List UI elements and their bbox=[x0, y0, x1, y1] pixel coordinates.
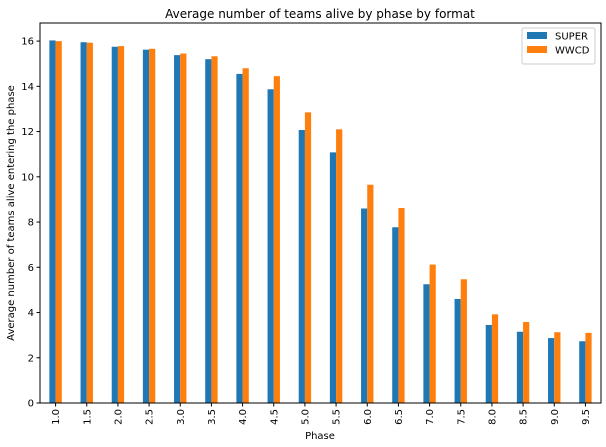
bar-wwcd-5-0 bbox=[304, 112, 312, 403]
bar-wwcd-3-5 bbox=[211, 56, 218, 403]
bar-super-7-5 bbox=[454, 298, 461, 403]
x-tick-label: 8.0 bbox=[487, 409, 498, 425]
y-axis-label: Average number of teams alive entering t… bbox=[6, 85, 17, 341]
y-tick-label: 8 bbox=[28, 218, 34, 229]
x-tick-label: 3.0 bbox=[176, 409, 187, 425]
bar-wwcd-4-5 bbox=[273, 76, 280, 404]
bar-wwcd-1-5 bbox=[86, 42, 93, 404]
y-tick-label: 16 bbox=[21, 37, 34, 48]
bar-wwcd-1-0 bbox=[55, 41, 62, 403]
bar-super-4-0 bbox=[236, 73, 243, 403]
x-tick-label: 2.5 bbox=[145, 409, 156, 425]
legend-label-super: SUPER bbox=[555, 32, 588, 43]
x-axis-label: Phase bbox=[305, 431, 335, 442]
bar-super-1-0 bbox=[49, 40, 56, 404]
x-tick-label: 5.5 bbox=[332, 409, 343, 425]
bar-super-5-5 bbox=[329, 152, 337, 403]
bar-super-7-0 bbox=[423, 284, 430, 403]
bar-wwcd-2-5 bbox=[149, 48, 156, 403]
y-tick-label: 12 bbox=[21, 127, 34, 138]
x-tick-label: 6.5 bbox=[394, 409, 405, 425]
bar-super-6-5 bbox=[392, 227, 399, 403]
y-tick-label: 4 bbox=[28, 308, 34, 319]
x-tick-label: 4.0 bbox=[238, 409, 249, 425]
bar-super-5-0 bbox=[298, 129, 305, 404]
y-tick-label: 2 bbox=[28, 353, 34, 364]
bar-super-9-5 bbox=[579, 341, 586, 403]
x-tick-label: 3.5 bbox=[207, 409, 218, 425]
bar-super-2-5 bbox=[142, 49, 150, 403]
bars-group bbox=[49, 40, 592, 404]
legend-swatch-wwcd bbox=[527, 46, 547, 53]
bar-wwcd-6-5 bbox=[398, 208, 405, 403]
x-tick-label: 1.0 bbox=[51, 409, 62, 425]
bar-wwcd-6-0 bbox=[367, 184, 374, 403]
bar-wwcd-4-0 bbox=[242, 68, 249, 404]
bar-wwcd-7-5 bbox=[460, 279, 467, 403]
bar-wwcd-8-5 bbox=[523, 322, 530, 403]
bar-wwcd-3-0 bbox=[180, 53, 187, 403]
bar-super-8-5 bbox=[516, 331, 524, 403]
bar-super-9-0 bbox=[548, 338, 555, 403]
y-tick-label: 10 bbox=[21, 172, 34, 183]
x-tick-label: 4.5 bbox=[269, 409, 280, 425]
x-tick-label: 1.5 bbox=[82, 409, 93, 425]
chart-title: Average number of teams alive by phase b… bbox=[165, 7, 475, 21]
x-tick-label: 5.0 bbox=[300, 409, 311, 425]
bar-super-8-0 bbox=[485, 324, 492, 403]
bar-wwcd-7-0 bbox=[429, 264, 436, 403]
bar-wwcd-9-5 bbox=[585, 332, 592, 403]
x-tick-label: 7.5 bbox=[456, 409, 467, 425]
bar-super-2-0 bbox=[111, 46, 118, 403]
bar-wwcd-9-0 bbox=[554, 332, 561, 403]
bar-super-3-5 bbox=[205, 59, 212, 403]
bar-wwcd-5-5 bbox=[336, 129, 343, 403]
x-tick-label: 6.0 bbox=[363, 409, 374, 425]
bar-wwcd-8-0 bbox=[491, 314, 499, 403]
x-tick-label: 9.0 bbox=[550, 409, 561, 425]
x-tick-label: 9.5 bbox=[581, 409, 592, 425]
bar-super-4-5 bbox=[267, 89, 274, 404]
legend-swatch-super bbox=[527, 32, 547, 39]
x-tick-label: 8.5 bbox=[519, 409, 530, 425]
y-tick-label: 14 bbox=[21, 82, 34, 93]
bar-wwcd-2-0 bbox=[117, 46, 125, 403]
legend-label-wwcd: WWCD bbox=[555, 46, 590, 57]
x-tick-label: 7.0 bbox=[425, 409, 436, 425]
legend: SUPER WWCD bbox=[521, 27, 596, 65]
plot-frame bbox=[39, 22, 602, 404]
x-tick-label: 2.0 bbox=[113, 409, 124, 425]
bar-super-1-5 bbox=[80, 42, 87, 403]
y-tick-label: 6 bbox=[28, 263, 34, 274]
ticks-group: 1.0 1.5 2.0 2.5 3.0 3.5 4.0 4.5 5.0 5.5 6.0 6.5 7.0 7… bbox=[21, 37, 592, 425]
bar-super-6-0 bbox=[361, 208, 368, 403]
bar-super-3-0 bbox=[174, 55, 181, 404]
y-tick-label: 0 bbox=[28, 399, 34, 410]
